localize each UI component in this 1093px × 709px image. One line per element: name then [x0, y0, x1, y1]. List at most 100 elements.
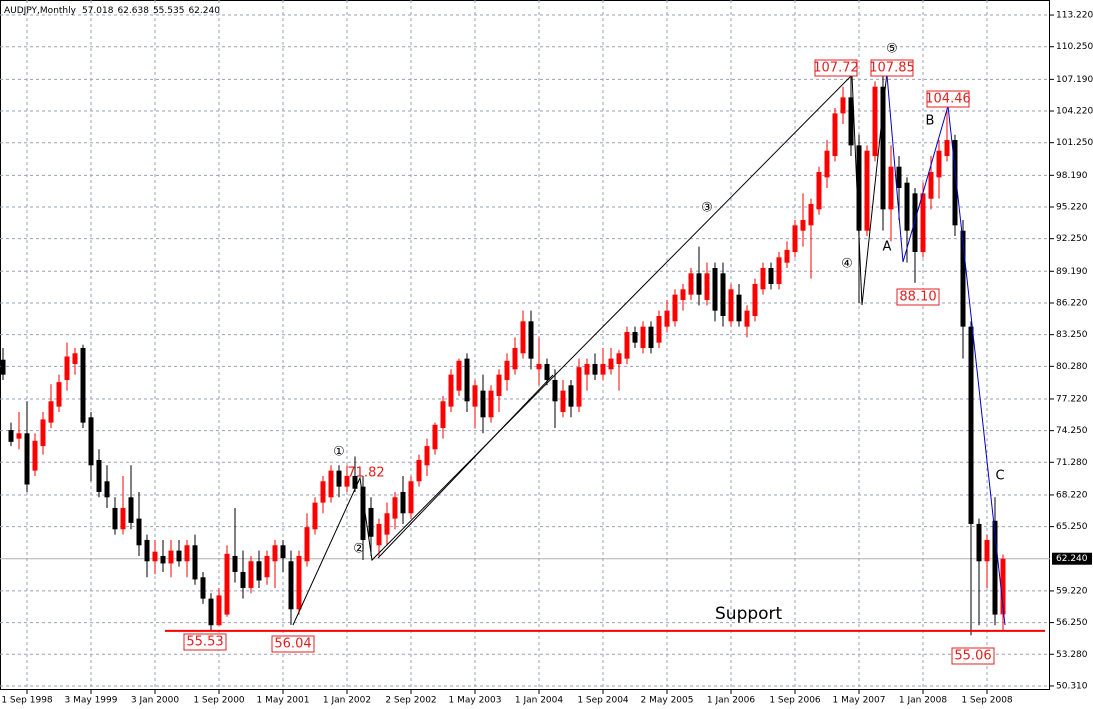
candle-body: [304, 527, 310, 562]
candle-body: [536, 363, 542, 370]
y-tick-label: 113.220: [1056, 11, 1093, 21]
candle-body: [952, 140, 958, 226]
candle-body: [184, 545, 190, 562]
x-tick-label: 1 Sep 2000: [193, 696, 245, 706]
candle-body: [816, 172, 822, 210]
candle-body: [320, 481, 326, 503]
price-label-box: [870, 59, 914, 77]
wave-label: ③: [701, 201, 713, 216]
candle-body: [760, 268, 766, 290]
candle-body: [512, 347, 518, 370]
candle-body: [552, 379, 558, 402]
candle-body: [16, 433, 22, 439]
candle-body: [328, 470, 334, 498]
x-tick-label: 1 Sep 2008: [961, 696, 1013, 706]
candle-body: [272, 545, 278, 562]
candle-body: [896, 166, 902, 189]
price-label: 107.85: [869, 61, 915, 76]
candle-body: [312, 502, 318, 530]
candle-body: [176, 550, 182, 562]
x-tick-label: 3 Jan 2000: [131, 696, 179, 706]
candle-body: [832, 113, 838, 157]
candle-body: [616, 353, 622, 364]
price-label: 104.46: [925, 92, 971, 107]
candle-body: [920, 193, 926, 253]
candle-body: [640, 326, 646, 348]
candle-body: [400, 491, 406, 514]
wave-label: A: [883, 240, 892, 255]
candle-body: [40, 419, 46, 447]
candle-body: [280, 545, 286, 559]
y-tick-label: 107.190: [1056, 75, 1093, 85]
candle-body: [928, 172, 934, 199]
candle-body: [416, 459, 422, 482]
y-tick-label: 56.250: [1056, 618, 1088, 628]
y-tick-label: 74.250: [1056, 426, 1088, 436]
candle-body: [480, 390, 486, 418]
candle-body: [656, 315, 662, 343]
candle-body: [624, 331, 630, 359]
wave-line: [292, 71, 888, 626]
candle-body: [600, 363, 606, 375]
candle-body: [944, 140, 950, 157]
wave-label: C: [995, 469, 1004, 484]
x-tick-label: 1 Jan 2004: [515, 696, 563, 706]
candle-body: [104, 481, 110, 498]
candle-body: [976, 523, 982, 562]
candle-body: [144, 539, 150, 562]
candle-body: [864, 150, 870, 231]
candle-body: [456, 360, 462, 391]
candle-body: [688, 273, 694, 295]
y-tick-label: 101.250: [1056, 138, 1093, 148]
candle-body: [704, 273, 710, 300]
candle-body: [840, 97, 846, 114]
candle-body: [120, 507, 126, 530]
candle-body: [912, 193, 918, 253]
candle-body: [440, 401, 446, 428]
y-tick-label: 110.250: [1056, 42, 1093, 52]
price-label-box: [814, 59, 858, 77]
candle-body: [728, 289, 734, 322]
current-price-box: [1052, 552, 1092, 565]
x-tick-label: 1 May 2007: [833, 696, 886, 706]
wave-label: ①: [333, 445, 345, 460]
x-tick-label: 1 Jan 2006: [707, 696, 755, 706]
candle-body: [792, 225, 798, 253]
ohlc-low: 55.535: [153, 6, 185, 16]
price-label: 56.04: [274, 637, 311, 652]
candle-body: [72, 353, 78, 364]
candle-body: [96, 459, 102, 492]
candles: [0, 72, 1006, 636]
wave-label: ④: [841, 257, 853, 272]
candle-body: [168, 550, 174, 564]
candle-body: [664, 310, 670, 327]
x-tick-label: 1 Sep 2004: [577, 696, 629, 706]
candle-body: [776, 257, 782, 284]
candle-body: [904, 182, 910, 231]
candle-body: [496, 374, 502, 396]
candle-body: [672, 294, 678, 322]
candle-body: [432, 424, 438, 450]
candle-body: [56, 382, 62, 407]
candle-body: [248, 561, 254, 588]
ohlc-open: 57.018: [82, 6, 114, 16]
price-label: 88.10: [899, 290, 936, 305]
candle-body: [216, 595, 222, 626]
candle-body: [960, 230, 966, 327]
candle-body: [392, 497, 398, 519]
annotations: Support 55.53 56.04 71.82 107.72 107.85 104.46…: [165, 42, 1045, 665]
x-tick-label: 1 Sep 1998: [1, 696, 53, 706]
candle-body: [736, 294, 742, 322]
price-label: 55.06: [954, 649, 991, 664]
candle-body: [680, 289, 686, 300]
y-tick-label: 98.190: [1056, 171, 1088, 181]
candle-body: [720, 273, 726, 316]
candle-body: [608, 358, 614, 370]
candle-body: [872, 86, 878, 157]
candle-body: [296, 555, 302, 610]
candle-body: [200, 577, 206, 599]
candle-body: [384, 513, 390, 535]
y-tick-label: 68.220: [1056, 490, 1088, 500]
candle-body: [648, 326, 654, 348]
